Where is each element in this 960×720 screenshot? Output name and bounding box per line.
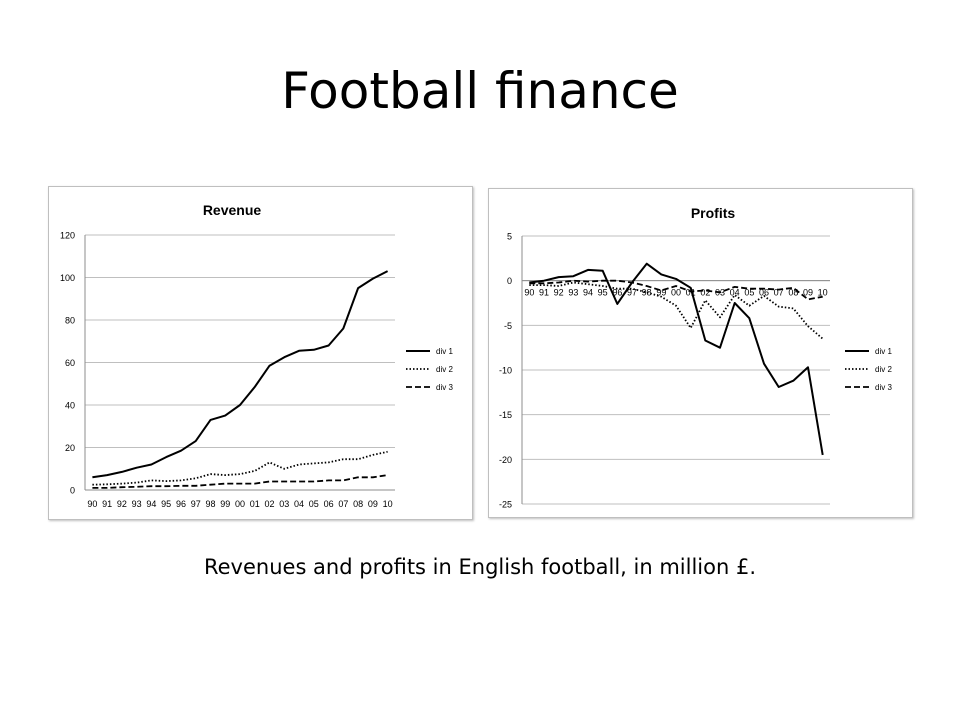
profits-x-tick-label: 96	[612, 288, 622, 298]
revenue-legend-label: div 3	[436, 383, 453, 392]
profits-y-tick-label: -10	[499, 366, 512, 376]
profits-x-tick-label: 93	[568, 288, 578, 298]
profits-chart-panel: Profits -25 -20 -15 -10 -5 0 5 90 91 92 93 94 95 96 97 9…	[488, 188, 913, 518]
profits-y-tick-label: -25	[499, 500, 512, 510]
revenue-chart-panel: Revenue 0 20 40 60 80 100 120 90 91 92 93 94 95 96 97 98…	[48, 186, 473, 520]
profits-x-tick-label: 91	[539, 288, 549, 298]
profits-y-tick-label: 5	[507, 232, 512, 242]
profits-x-tick-label: 08	[788, 288, 798, 298]
profits-x-tick-label: 06	[759, 288, 769, 298]
revenue-y-tick-label: 60	[65, 358, 75, 368]
revenue-x-tick-label: 06	[324, 499, 334, 509]
revenue-x-tick-label: 94	[146, 499, 156, 509]
profits-x-tick-label: 02	[700, 288, 710, 298]
profits-x-tick-label: 90	[524, 288, 534, 298]
profits-x-tick-label: 97	[627, 288, 637, 298]
profits-series-div-3	[529, 279, 823, 301]
revenue-legend-label: div 2	[436, 365, 453, 374]
profits-legend-label: div 3	[875, 383, 892, 392]
revenue-x-tick-label: 02	[265, 499, 275, 509]
profits-x-tick-label: 09	[803, 288, 813, 298]
profits-x-tick-label: 04	[730, 288, 740, 298]
profits-x-tick-label: 05	[744, 288, 754, 298]
revenue-x-tick-label: 97	[191, 499, 201, 509]
revenue-y-tick-label: 20	[65, 443, 75, 453]
revenue-x-tick-label: 08	[353, 499, 363, 509]
revenue-x-tick-label: 05	[309, 499, 319, 509]
slide-caption: Revenues and profits in English football…	[203, 555, 757, 579]
profits-x-tick-label: 01	[686, 288, 696, 298]
profits-y-tick-label: -5	[504, 321, 512, 331]
revenue-x-tick-label: 03	[279, 499, 289, 509]
profits-y-tick-label: 0	[507, 276, 512, 286]
profits-x-tick-label: 92	[554, 288, 564, 298]
revenue-x-tick-label: 90	[87, 499, 97, 509]
revenue-x-tick-label: 10	[383, 499, 393, 509]
slide-title: Football finance	[281, 62, 679, 120]
revenue-x-tick-label: 09	[368, 499, 378, 509]
profits-x-tick-label: 98	[642, 288, 652, 298]
revenue-x-tick-label: 95	[161, 499, 171, 509]
revenue-x-tick-label: 99	[220, 499, 230, 509]
revenue-x-tick-label: 07	[338, 499, 348, 509]
revenue-series-div-2	[92, 450, 388, 486]
profits-y-tick-label: -20	[499, 455, 512, 465]
revenue-x-tick-label: 92	[117, 499, 127, 509]
profits-y-tick-label: -15	[499, 410, 512, 420]
profits-x-tick-label: 99	[656, 288, 666, 298]
revenue-y-tick-label: 40	[65, 401, 75, 411]
profits-legend-label: div 1	[875, 347, 892, 356]
revenue-x-tick-label: 93	[132, 499, 142, 509]
revenue-series-div-1	[92, 270, 389, 479]
profits-x-tick-label: 95	[598, 288, 608, 298]
profits-legend-label: div 2	[875, 365, 892, 374]
profits-x-tick-label: 94	[583, 288, 593, 298]
revenue-chart-title: Revenue	[203, 202, 262, 218]
revenue-y-tick-label: 0	[70, 486, 75, 496]
profits-x-tick-label: 00	[671, 288, 681, 298]
revenue-y-tick-label: 80	[65, 316, 75, 326]
revenue-x-tick-label: 04	[294, 499, 304, 509]
profits-x-tick-label: 10	[818, 288, 828, 298]
revenue-y-tick-label: 120	[60, 231, 75, 241]
revenue-x-tick-label: 98	[205, 499, 215, 509]
profits-series-div-1	[529, 262, 824, 456]
revenue-x-tick-label: 96	[176, 499, 186, 509]
profits-x-tick-label: 07	[774, 288, 784, 298]
revenue-series-div-3	[92, 474, 388, 489]
revenue-x-tick-label: 00	[235, 499, 245, 509]
revenue-x-tick-label: 01	[250, 499, 260, 509]
profits-chart-title: Profits	[691, 205, 736, 221]
revenue-y-tick-label: 100	[60, 273, 75, 283]
revenue-legend-label: div 1	[436, 347, 453, 356]
profits-series-div-2	[529, 281, 824, 340]
revenue-x-tick-label: 91	[102, 499, 112, 509]
